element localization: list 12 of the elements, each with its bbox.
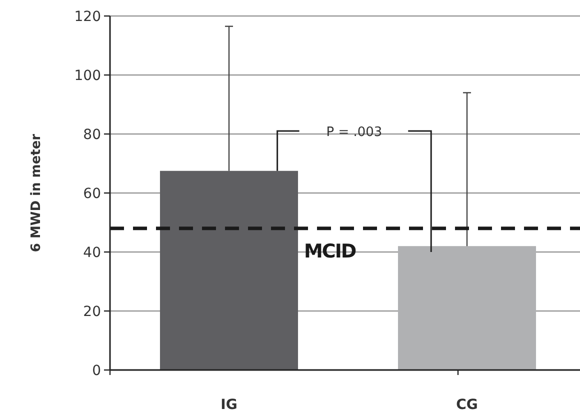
ref-line-label: MCID (304, 240, 356, 262)
x-tick-label: CG (456, 397, 478, 413)
y-tick-label: 80 (83, 127, 101, 143)
y-axis-title: 6 MWD in meter (29, 133, 44, 252)
x-tick-label: IG (220, 397, 238, 413)
y-tick-label: 120 (74, 9, 101, 25)
y-tick-label: 20 (83, 304, 101, 320)
annotation: P = .003 (326, 125, 382, 140)
y-tick-label: 40 (83, 245, 101, 261)
y-tick-label: 100 (74, 68, 101, 84)
y-tick-label: 60 (83, 186, 101, 202)
y-tick-label: 0 (92, 363, 101, 379)
